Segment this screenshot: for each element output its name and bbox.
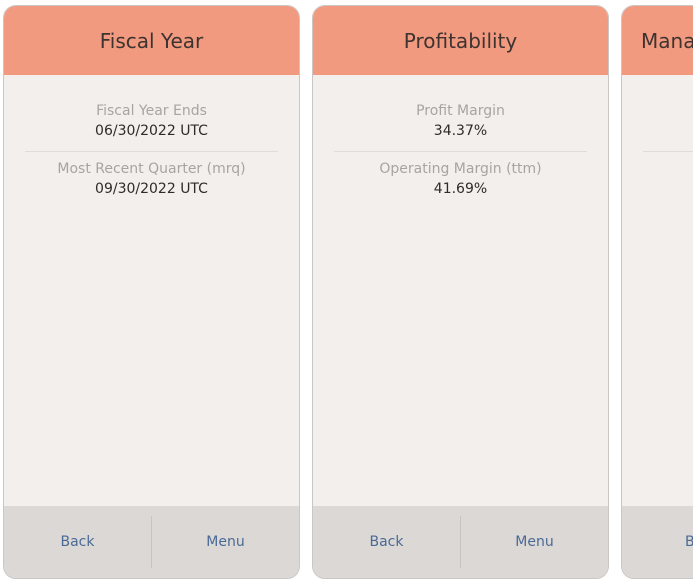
divider: [643, 151, 693, 152]
menu-button[interactable]: Menu: [515, 534, 554, 550]
back-button[interactable]: B: [622, 506, 693, 578]
profitability-card: Profitability Profit Margin 34.37% Opera…: [312, 5, 609, 579]
card-title: Fiscal Year: [4, 6, 299, 75]
field-value: 06/30/2022 UTC: [95, 123, 208, 139]
card-footer: Back Menu: [313, 506, 608, 578]
field-value: 34.37%: [433, 123, 488, 139]
back-button[interactable]: Back: [369, 534, 404, 550]
card-footer: B: [622, 506, 693, 578]
footer-divider: [460, 516, 461, 568]
field-label: Most Recent Quarter (mrq): [57, 161, 246, 177]
card-title: Profitability: [313, 6, 608, 75]
divider: [334, 151, 587, 152]
field-label: Profit Margin: [416, 103, 505, 119]
divider: [25, 151, 278, 152]
operating-margin-field: Operating Margin (ttm) 41.69%: [334, 160, 587, 198]
footer-divider: [151, 516, 152, 568]
fiscal-year-card: Fiscal Year Fiscal Year Ends 06/30/2022 …: [3, 5, 300, 579]
card-title: Mana: [622, 6, 693, 75]
most-recent-quarter-field: Most Recent Quarter (mrq) 09/30/2022 UTC: [25, 160, 278, 198]
menu-button[interactable]: Menu: [206, 534, 245, 550]
field-label: Fiscal Year Ends: [96, 103, 207, 119]
field-value: 09/30/2022 UTC: [95, 181, 208, 197]
field-label: Operating Margin (ttm): [379, 161, 542, 177]
card-footer: Back Menu: [4, 506, 299, 578]
fiscal-year-ends-field: Fiscal Year Ends 06/30/2022 UTC: [25, 102, 278, 140]
field-value: 41.69%: [433, 181, 488, 197]
back-button[interactable]: Back: [60, 534, 95, 550]
profit-margin-field: Profit Margin 34.37%: [334, 102, 587, 140]
partial-card: Mana B: [621, 5, 693, 579]
